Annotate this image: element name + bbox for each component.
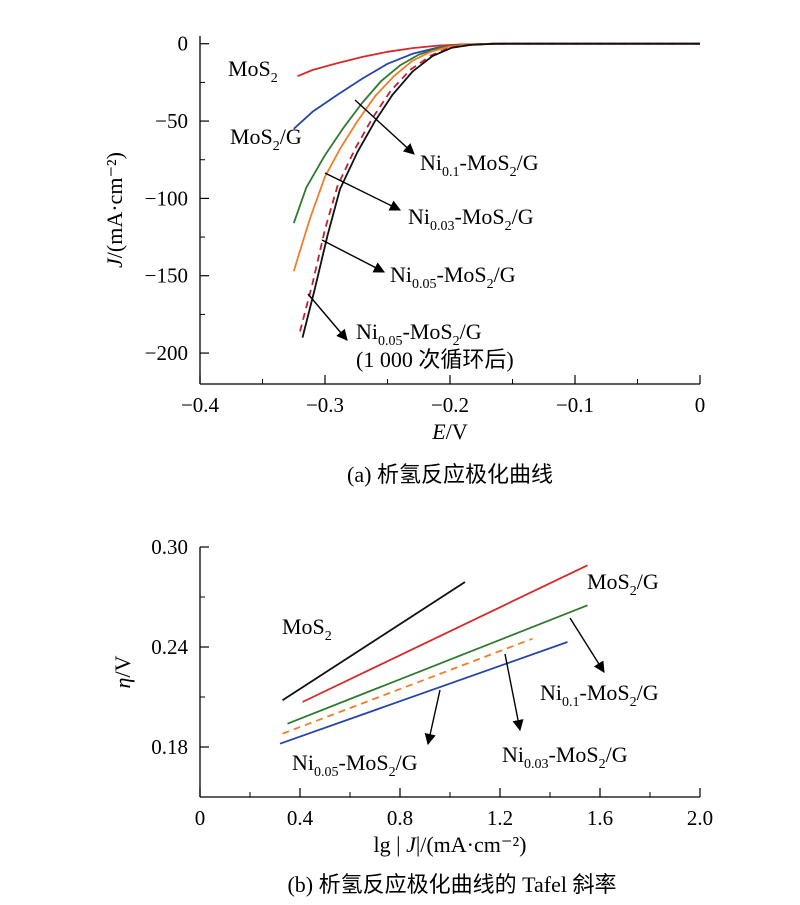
series-annotation: Ni0.1-MoS2/G: [540, 680, 659, 710]
series-annotation: Ni0.05-MoS2/G: [292, 750, 418, 780]
series-line: [279, 641, 568, 745]
series-annotation: MoS2: [282, 614, 332, 644]
x-tick-label: 0: [195, 806, 206, 830]
y-axis-label: J/(mA·cm⁻²): [102, 152, 127, 268]
y-tick-label: −100: [145, 186, 188, 210]
series-annotation: Ni0.1-MoS2/G: [420, 150, 539, 180]
y-tick-label: −50: [155, 109, 188, 133]
y-axis-label: η/V: [110, 655, 135, 688]
x-tick-label: 0.8: [387, 806, 413, 830]
annotation-arrow: [307, 293, 348, 341]
x-tick-label: −0.4: [181, 393, 220, 417]
annotation-arrow: [324, 172, 402, 211]
x-tick-label: 2.0: [687, 806, 713, 830]
series-annotation: MoS2/G: [587, 569, 659, 599]
x-axis-label: lg | J|/(mA·cm⁻²): [374, 832, 527, 857]
series-line: [282, 581, 466, 702]
annotation-arrow: [424, 689, 441, 746]
x-tick-label: 1.6: [587, 806, 613, 830]
series-annotation: Ni0.05-MoS2/G: [390, 262, 516, 292]
series-annotation: MoS2: [228, 56, 278, 86]
series-annotation: Ni0.05-MoS2/G: [356, 319, 482, 349]
chart-a-polarization: −0.4 −0.3 −0.2 −0.1 0 0 −50 −100 −150 −200 MoS2 MoS…: [102, 32, 705, 487]
x-tick-label: −0.1: [556, 393, 594, 417]
x-tick-label: 0.4: [287, 806, 314, 830]
x-tick-label: 0: [695, 393, 706, 417]
series-line: [299, 42, 700, 332]
x-tick-label: 1.2: [487, 806, 513, 830]
y-tick-label: −200: [145, 341, 188, 365]
series-line: [301, 42, 700, 338]
series-line: [293, 42, 700, 130]
series-annotation: Ni0.03-MoS2/G: [502, 742, 628, 772]
series-line: [282, 637, 533, 735]
figure-caption: (b) 析氢反应极化曲线的 Tafel 斜率: [287, 872, 616, 897]
y-tick-label: 0: [178, 32, 189, 56]
x-axis-label: E/V: [431, 419, 468, 444]
annotation-arrow: [504, 653, 524, 732]
y-tick-label: −150: [145, 264, 188, 288]
series-line: [287, 604, 588, 725]
figure-caption: (a) 析氢反应极化曲线: [347, 462, 553, 487]
series-annotation: MoS2/G: [230, 124, 302, 154]
chart-b-tafel: 0 0.4 0.8 1.2 1.6 2.0 0.18 0.24 0.30 MoS2 MoS2/G Ni…: [110, 535, 713, 897]
annotation-arrow: [569, 617, 605, 673]
series-annotation-note: (1 000 次循环后): [356, 347, 514, 372]
y-tick-label: 0.24: [151, 635, 188, 659]
series-annotation: Ni0.03-MoS2/G: [408, 204, 534, 234]
annotation-arrow: [321, 239, 385, 273]
y-tick-label: 0.18: [151, 735, 188, 759]
series-line: [297, 42, 700, 78]
series-line: [292, 42, 700, 224]
y-tick-label: 0.30: [151, 535, 188, 559]
x-tick-label: −0.2: [431, 393, 469, 417]
series-line: [302, 564, 588, 703]
annotation-arrow: [354, 99, 415, 155]
x-tick-label: −0.3: [306, 393, 344, 417]
